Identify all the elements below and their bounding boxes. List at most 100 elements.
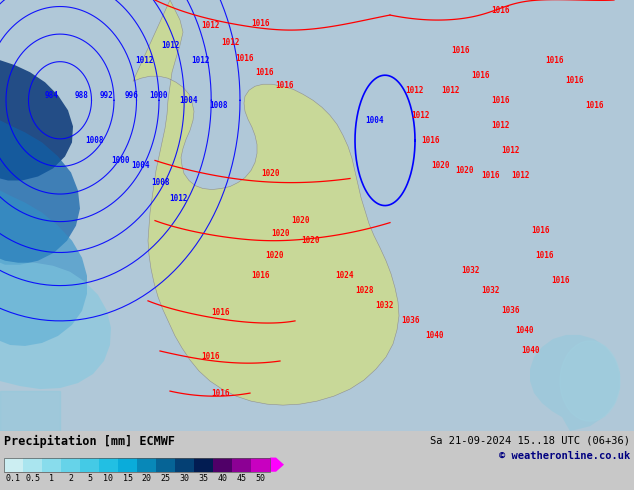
Text: 1000: 1000 bbox=[149, 91, 167, 100]
Text: 1012: 1012 bbox=[491, 121, 509, 130]
Text: 1012: 1012 bbox=[501, 146, 519, 155]
Text: 1032: 1032 bbox=[481, 286, 499, 295]
Text: 1008: 1008 bbox=[151, 178, 169, 187]
Bar bbox=[61, 458, 80, 472]
Text: 25: 25 bbox=[160, 474, 171, 483]
Text: 35: 35 bbox=[198, 474, 209, 483]
Text: 1016: 1016 bbox=[276, 81, 294, 90]
Text: 1016: 1016 bbox=[236, 54, 254, 63]
Bar bbox=[0, 391, 60, 431]
Bar bbox=[4, 458, 23, 472]
Text: 1004: 1004 bbox=[179, 96, 197, 105]
Text: 1016: 1016 bbox=[251, 271, 269, 280]
Text: 1020: 1020 bbox=[271, 229, 289, 238]
Text: 1020: 1020 bbox=[261, 169, 279, 178]
Polygon shape bbox=[0, 0, 73, 180]
Text: 1016: 1016 bbox=[566, 76, 585, 85]
Bar bbox=[194, 458, 213, 472]
Text: 1020: 1020 bbox=[266, 251, 284, 260]
Text: 1020: 1020 bbox=[301, 236, 320, 245]
Text: 0.5: 0.5 bbox=[25, 474, 40, 483]
Text: 1012: 1012 bbox=[441, 86, 459, 95]
Text: 1020: 1020 bbox=[430, 161, 450, 170]
Polygon shape bbox=[0, 0, 111, 389]
Text: 45: 45 bbox=[236, 474, 247, 483]
Text: 1036: 1036 bbox=[501, 306, 519, 316]
Text: 1036: 1036 bbox=[401, 317, 419, 325]
Text: 1004: 1004 bbox=[131, 161, 149, 170]
Text: 1016: 1016 bbox=[210, 308, 230, 318]
Text: 1016: 1016 bbox=[536, 251, 554, 260]
Text: 20: 20 bbox=[141, 474, 152, 483]
Bar bbox=[251, 458, 270, 472]
Text: 1012: 1012 bbox=[169, 194, 187, 203]
Text: 984: 984 bbox=[45, 91, 59, 100]
Bar bbox=[80, 458, 99, 472]
Text: 10: 10 bbox=[103, 474, 113, 483]
Text: 1008: 1008 bbox=[209, 101, 227, 110]
Bar bbox=[99, 458, 118, 472]
Text: 1040: 1040 bbox=[515, 326, 534, 336]
Text: 1016: 1016 bbox=[210, 389, 230, 397]
Bar bbox=[42, 458, 61, 472]
Text: 1016: 1016 bbox=[586, 101, 604, 110]
Text: 1016: 1016 bbox=[471, 71, 489, 80]
Text: 15: 15 bbox=[122, 474, 133, 483]
Polygon shape bbox=[0, 0, 87, 346]
Text: 1032: 1032 bbox=[376, 301, 394, 310]
Text: 0.1: 0.1 bbox=[6, 474, 21, 483]
FancyArrow shape bbox=[270, 458, 284, 472]
Text: 1020: 1020 bbox=[456, 166, 474, 175]
Text: 1016: 1016 bbox=[491, 96, 509, 105]
Ellipse shape bbox=[560, 341, 620, 421]
Bar bbox=[23, 458, 42, 472]
Text: 1016: 1016 bbox=[251, 19, 269, 27]
Text: 1016: 1016 bbox=[451, 46, 469, 55]
Bar bbox=[4, 458, 270, 472]
Text: 1012: 1012 bbox=[191, 56, 209, 65]
Bar bbox=[213, 458, 232, 472]
Text: 1032: 1032 bbox=[461, 266, 479, 275]
Bar bbox=[137, 458, 156, 472]
Text: 992: 992 bbox=[100, 91, 114, 100]
Text: © weatheronline.co.uk: © weatheronline.co.uk bbox=[499, 451, 630, 462]
Text: 1016: 1016 bbox=[421, 136, 439, 145]
Text: 1040: 1040 bbox=[426, 331, 444, 341]
Text: 1012: 1012 bbox=[406, 86, 424, 95]
Polygon shape bbox=[133, 0, 399, 405]
Text: 30: 30 bbox=[179, 474, 190, 483]
Text: 1016: 1016 bbox=[546, 56, 564, 65]
Text: 1: 1 bbox=[49, 474, 54, 483]
Bar bbox=[232, 458, 251, 472]
Text: 1040: 1040 bbox=[521, 346, 540, 355]
Polygon shape bbox=[530, 335, 620, 431]
Text: 40: 40 bbox=[217, 474, 228, 483]
Text: 1024: 1024 bbox=[336, 271, 354, 280]
Text: 1004: 1004 bbox=[366, 116, 384, 125]
Text: 1012: 1012 bbox=[201, 21, 219, 29]
Text: 1016: 1016 bbox=[491, 5, 509, 15]
Text: 1012: 1012 bbox=[161, 41, 179, 49]
Text: 1012: 1012 bbox=[136, 56, 154, 65]
Polygon shape bbox=[0, 0, 80, 265]
Text: 1016: 1016 bbox=[531, 226, 549, 235]
Text: 5: 5 bbox=[87, 474, 92, 483]
Text: 1016: 1016 bbox=[256, 68, 275, 77]
Text: 1012: 1012 bbox=[411, 111, 429, 120]
Bar bbox=[175, 458, 194, 472]
Text: 1008: 1008 bbox=[86, 136, 104, 145]
Text: 50: 50 bbox=[256, 474, 266, 483]
Text: 1012: 1012 bbox=[221, 38, 239, 47]
Text: 988: 988 bbox=[75, 91, 89, 100]
Text: 996: 996 bbox=[125, 91, 139, 100]
Text: Precipitation [mm] ECMWF: Precipitation [mm] ECMWF bbox=[4, 435, 175, 448]
Text: 1028: 1028 bbox=[356, 286, 374, 295]
Text: 1016: 1016 bbox=[551, 276, 569, 285]
Bar bbox=[118, 458, 137, 472]
Text: 2: 2 bbox=[68, 474, 73, 483]
Text: 1016: 1016 bbox=[481, 171, 499, 180]
Text: 1012: 1012 bbox=[511, 171, 529, 180]
Text: 1020: 1020 bbox=[291, 216, 309, 225]
Text: 1016: 1016 bbox=[201, 352, 219, 362]
Bar bbox=[156, 458, 175, 472]
